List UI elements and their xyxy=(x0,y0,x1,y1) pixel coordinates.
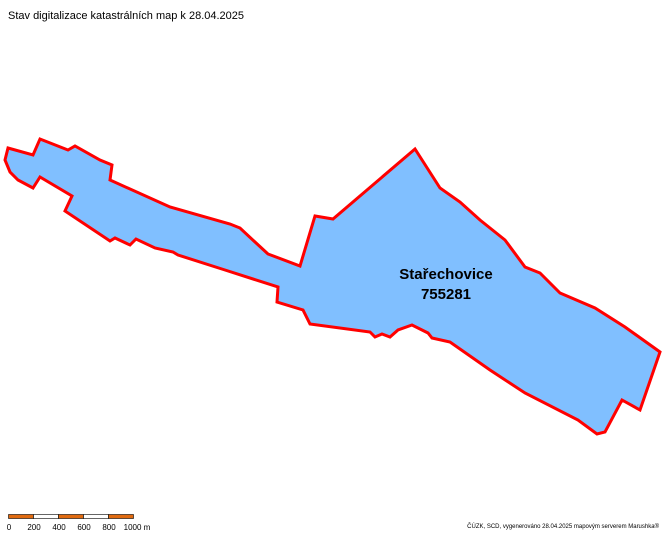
scale-bar: 0 200 400 600 800 1000 m xyxy=(6,514,150,538)
scale-label-0: 0 xyxy=(6,523,12,532)
scale-label-200: 200 xyxy=(27,523,41,532)
scale-label-600: 600 xyxy=(77,523,91,532)
scale-segment-4 xyxy=(83,514,109,519)
scale-label-400: 400 xyxy=(52,523,66,532)
parcel-name-label: Stařechovice xyxy=(399,266,492,283)
scale-bar-segments xyxy=(8,514,134,519)
cadastral-area-polygon[interactable] xyxy=(3,137,662,436)
scale-segment-1 xyxy=(8,514,34,519)
scale-label-800: 800 xyxy=(102,523,116,532)
scale-label-1000: 1000 m xyxy=(123,523,151,532)
scale-segment-3 xyxy=(58,514,84,519)
map-title: Stav digitalizace katastrálních map k 28… xyxy=(8,10,245,22)
scale-segment-5 xyxy=(108,514,134,519)
map-credit: ČÚZK, SCD, vygenerováno 28.04.2025 mapov… xyxy=(467,524,659,530)
scale-segment-2 xyxy=(33,514,59,519)
parcel-code-label: 755281 xyxy=(421,286,471,303)
